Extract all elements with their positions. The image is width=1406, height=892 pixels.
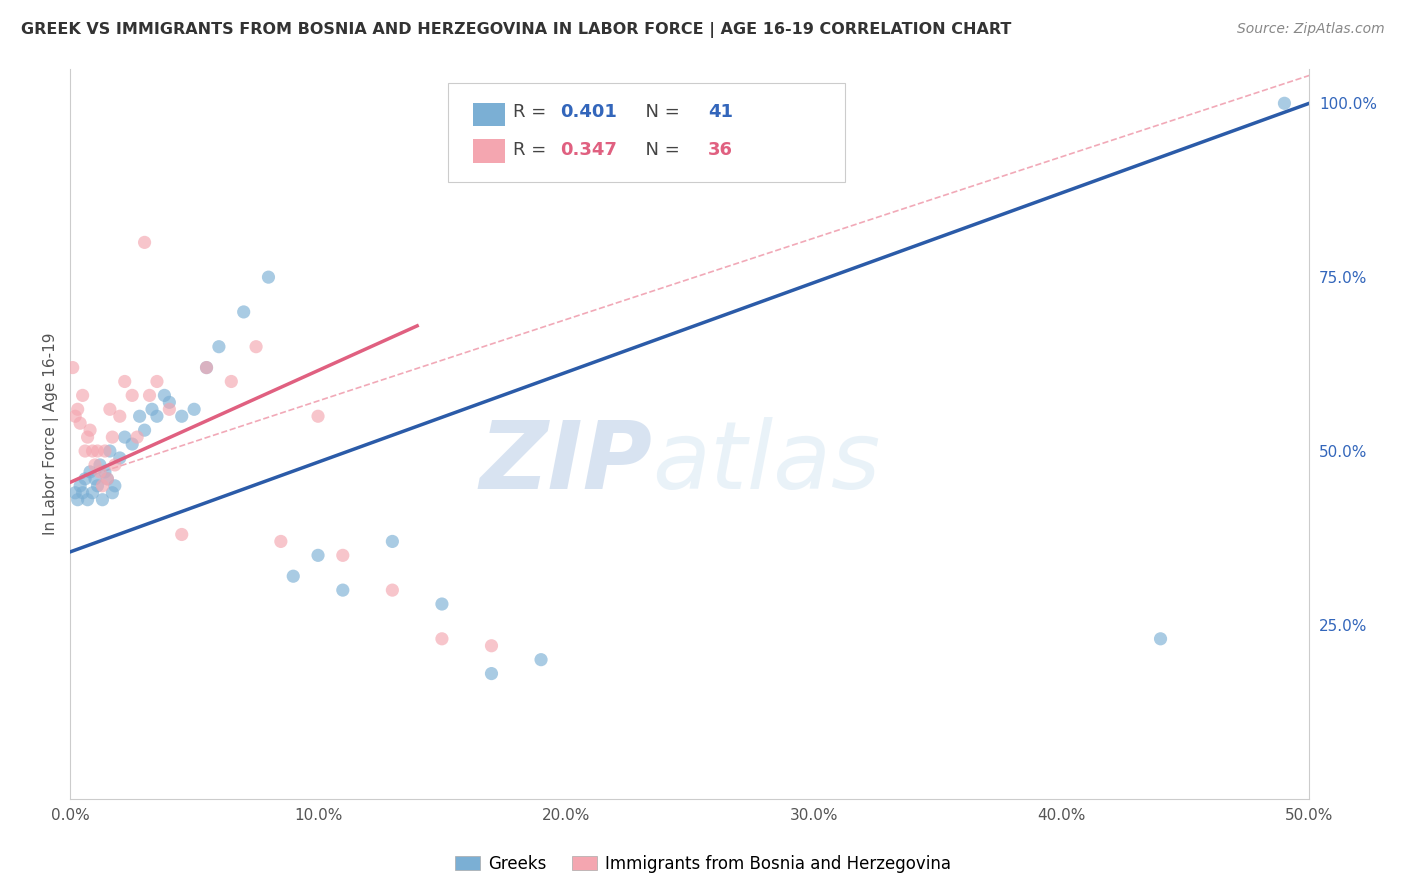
Point (108, 450, 131, 465)
Point (86, 479, 108, 493)
Point (1274, 96, 1296, 111)
Point (134, 235, 156, 250)
Point (221, 375, 243, 389)
Point (530, 653, 553, 667)
Text: ZIP: ZIP (479, 417, 652, 508)
Point (101, 430, 124, 444)
Point (75, 444, 97, 458)
Point (66, 492, 89, 507)
Point (91, 479, 114, 493)
Point (381, 534, 404, 549)
Point (157, 395, 180, 409)
Point (332, 583, 354, 598)
Point (96, 472, 118, 486)
Point (84, 472, 107, 486)
Point (245, 340, 267, 354)
Y-axis label: In Labor Force | Age 16-19: In Labor Force | Age 16-19 (44, 333, 59, 535)
Point (98, 444, 121, 458)
Point (89, 465, 111, 479)
FancyBboxPatch shape (449, 83, 845, 182)
Point (481, 666, 503, 681)
Point (1149, 632, 1171, 646)
Point (76, 492, 98, 507)
Point (307, 549, 329, 563)
Point (481, 639, 503, 653)
Text: GREEK VS IMMIGRANTS FROM BOSNIA AND HERZEGOVINA IN LABOR FORCE | AGE 16-19 CORRE: GREEK VS IMMIGRANTS FROM BOSNIA AND HERZ… (21, 22, 1011, 38)
Text: Source: ZipAtlas.com: Source: ZipAtlas.com (1237, 22, 1385, 37)
Point (157, 402, 180, 417)
Point (69, 479, 91, 493)
Text: 0.347: 0.347 (560, 141, 616, 160)
Point (62, 360, 84, 375)
Point (94, 444, 117, 458)
Point (66, 402, 89, 417)
Text: N =: N = (634, 141, 686, 160)
Point (82, 485, 104, 500)
Point (72, 485, 94, 500)
Point (153, 388, 176, 402)
Point (82, 444, 104, 458)
Point (72, 388, 94, 402)
Legend: Greeks, Immigrants from Bosnia and Herzegovina: Greeks, Immigrants from Bosnia and Herze… (449, 848, 957, 880)
Point (79, 423, 101, 437)
Text: R =: R = (513, 141, 551, 160)
Point (332, 549, 354, 563)
Point (128, 409, 150, 424)
Text: R =: R = (513, 103, 551, 121)
Point (138, 388, 160, 402)
Point (108, 409, 131, 424)
Point (232, 305, 254, 319)
FancyBboxPatch shape (472, 103, 505, 126)
Point (75, 472, 97, 486)
Point (76, 430, 98, 444)
Point (146, 375, 169, 389)
Point (121, 437, 143, 451)
Point (104, 479, 127, 493)
Point (79, 465, 101, 479)
Text: 0.401: 0.401 (560, 103, 616, 121)
Point (141, 402, 163, 417)
Point (94, 465, 117, 479)
Point (170, 409, 193, 424)
Point (170, 527, 193, 541)
Point (208, 340, 231, 354)
Text: 41: 41 (709, 103, 734, 121)
Point (114, 375, 136, 389)
Point (183, 402, 205, 417)
Point (63, 485, 86, 500)
Text: atlas: atlas (652, 417, 880, 508)
Point (63, 409, 86, 424)
Point (98, 402, 121, 417)
Point (101, 485, 124, 500)
Point (381, 583, 404, 598)
Point (91, 492, 114, 507)
Point (146, 409, 169, 424)
Point (307, 409, 329, 424)
Point (195, 360, 218, 375)
Point (96, 472, 118, 486)
Point (89, 458, 111, 472)
Point (283, 569, 305, 583)
Point (69, 416, 91, 430)
Point (127, 430, 149, 444)
Text: N =: N = (634, 103, 686, 121)
Point (114, 430, 136, 444)
Point (430, 597, 453, 611)
Point (84, 458, 107, 472)
FancyBboxPatch shape (472, 139, 505, 162)
Text: 36: 36 (709, 141, 734, 160)
Point (134, 423, 156, 437)
Point (121, 388, 143, 402)
Point (195, 360, 218, 375)
Point (270, 534, 292, 549)
Point (430, 632, 453, 646)
Point (86, 444, 108, 458)
Point (257, 270, 280, 285)
Point (104, 458, 127, 472)
